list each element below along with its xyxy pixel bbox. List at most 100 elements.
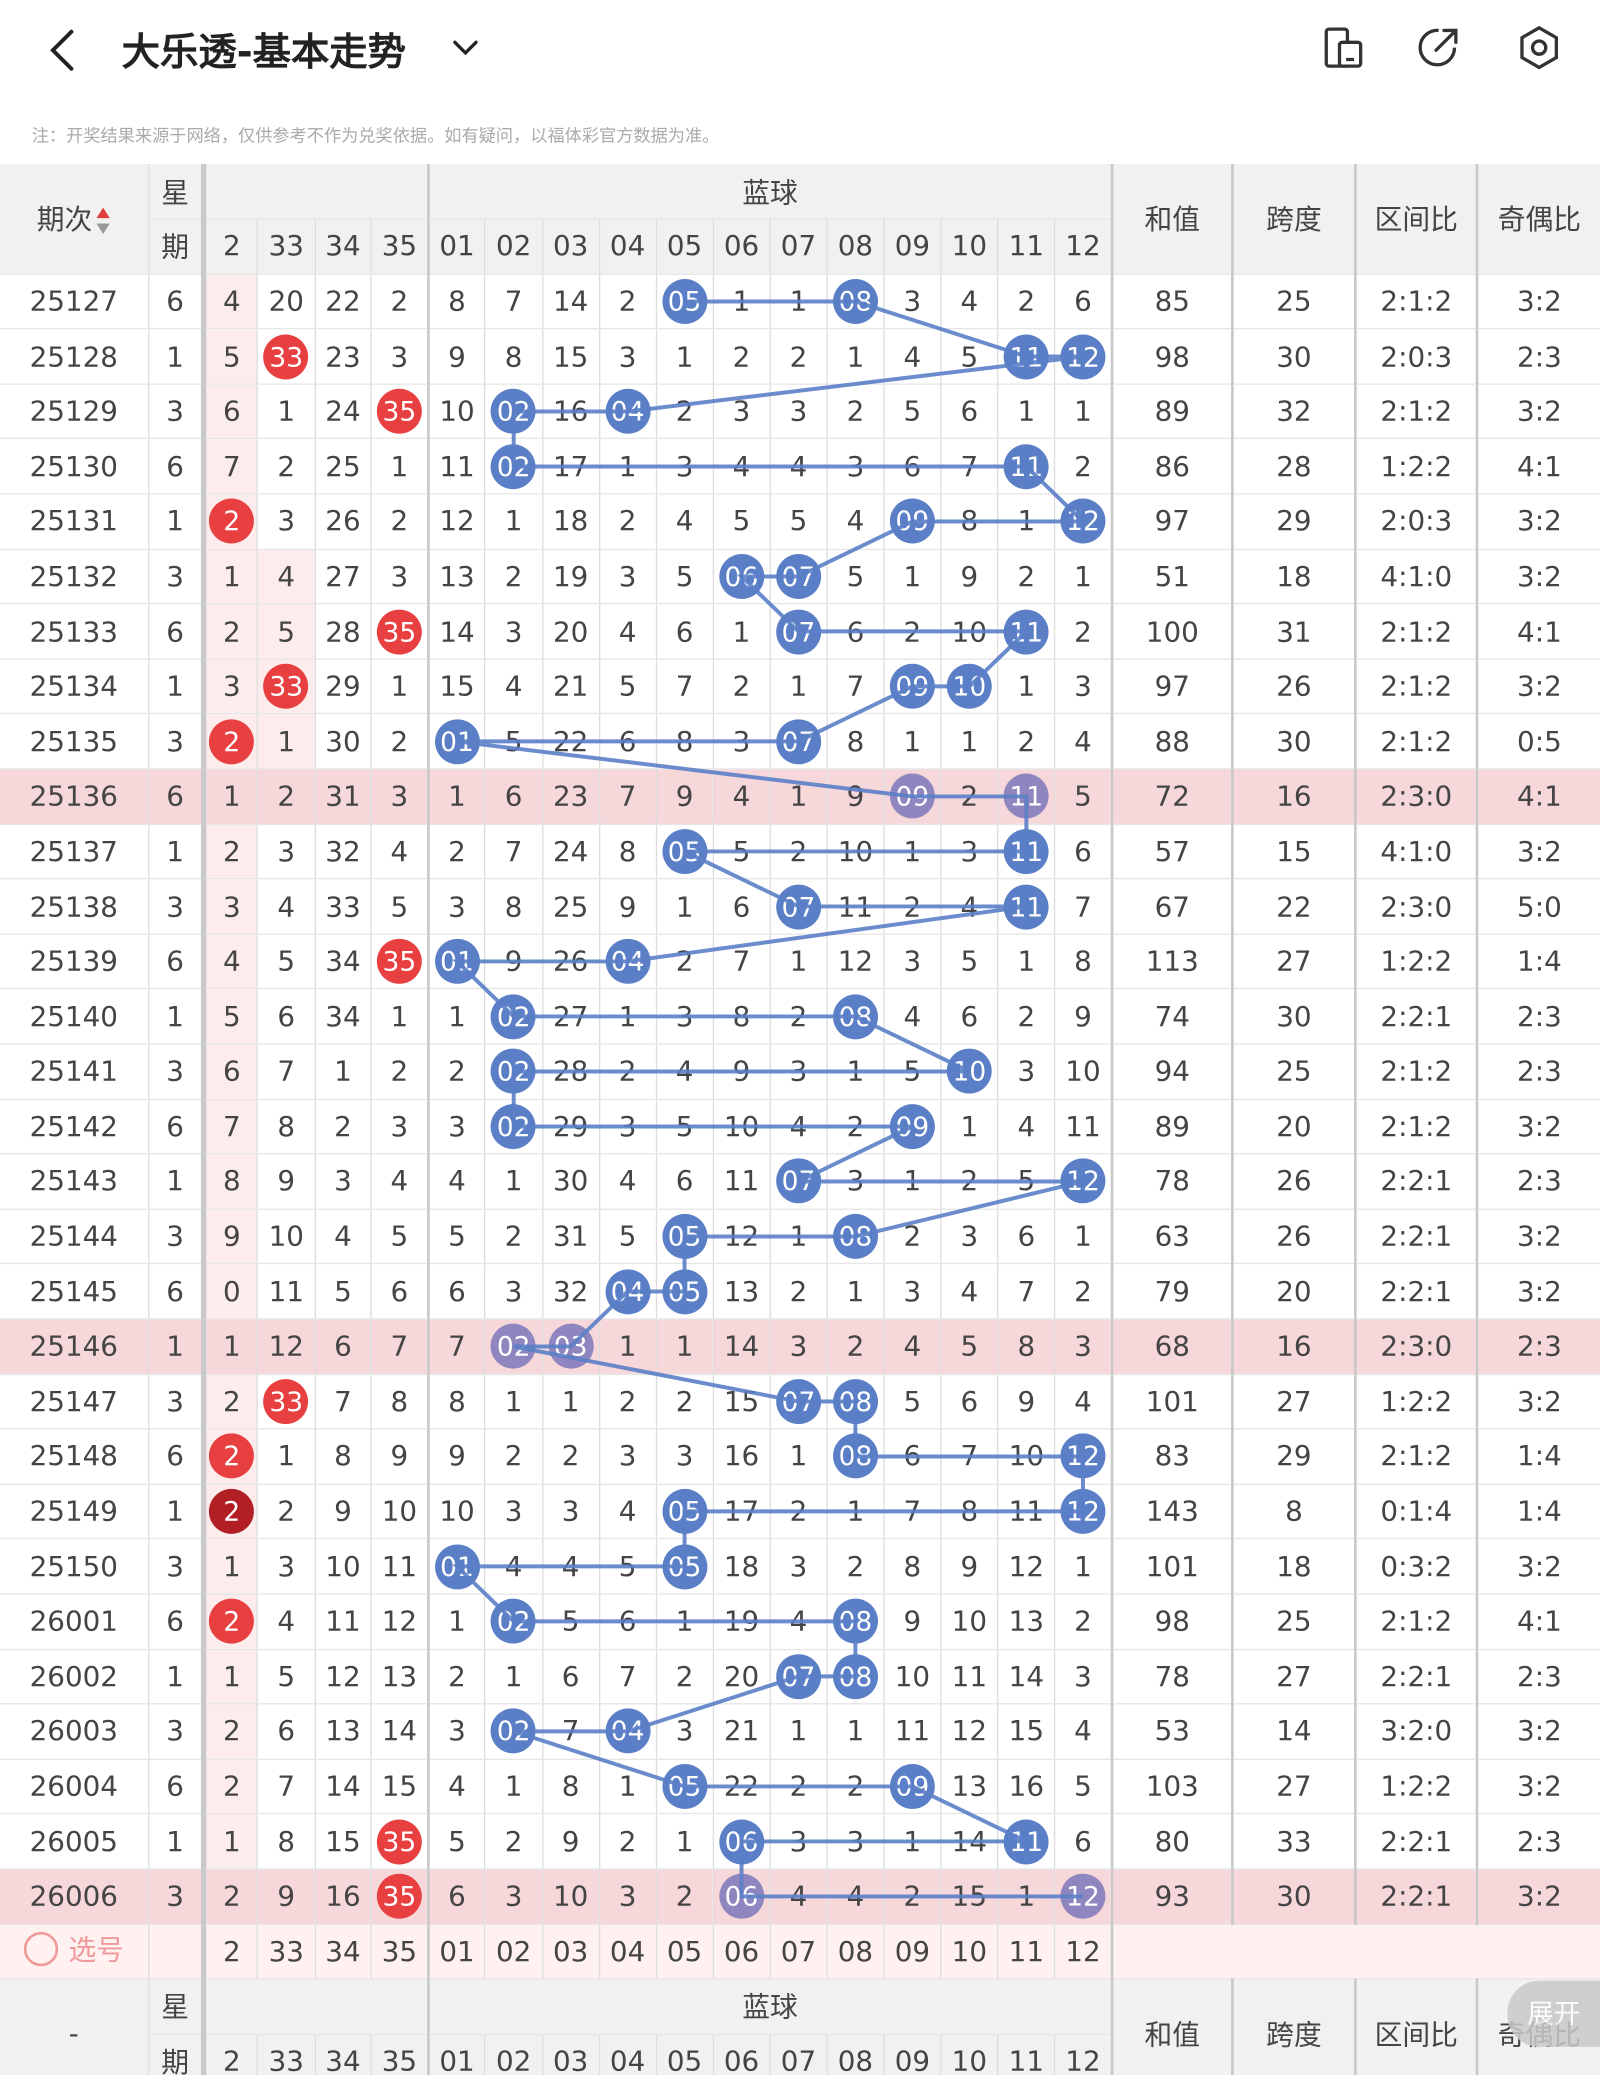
- pick-front-number[interactable]: 33: [257, 1923, 316, 1980]
- blue-miss-cell: 7: [826, 658, 885, 715]
- front-ball-cell: 2: [205, 1593, 259, 1650]
- pick-blue-number[interactable]: 08: [826, 1923, 885, 1980]
- front-miss-cell: 3: [205, 658, 259, 715]
- layout-toggle-icon[interactable]: [1317, 21, 1370, 74]
- front-miss-cell: 8: [314, 1428, 372, 1485]
- pick-blue-number[interactable]: 01: [428, 1923, 486, 1980]
- table-row[interactable]: 25137 1 2 3 32 4 2 7 24 8 05 5 2 10 1 3 11 6 57 15 4:1:0 3:2: [0, 823, 1600, 880]
- blue-miss-cell: 26: [542, 933, 600, 990]
- blue-miss-cell: 9: [940, 548, 999, 605]
- blue-miss-cell: 7: [542, 1703, 600, 1760]
- table-row[interactable]: 26005 1 1 8 15 35 5 2 9 2 1 06 3 3 1 14 11 6 80 33 2:2:1 2:3: [0, 1813, 1600, 1870]
- chevron-down-icon[interactable]: [447, 29, 484, 66]
- table-row[interactable]: 25141 3 6 7 1 2 2 02 28 2 4 9 3 1 5 10 3 10 94 25 2:1:2 2:3: [0, 1043, 1600, 1100]
- pick-front-number[interactable]: 35: [371, 1923, 430, 1980]
- blue-miss-cell: 14: [428, 603, 486, 660]
- table-row[interactable]: 25131 1 2 3 26 2 12 1 18 2 4 5 5 4 09 8 1 12 97 29 2:0:3 3:2: [0, 493, 1600, 550]
- pick-blue-number[interactable]: 10: [940, 1923, 999, 1980]
- table-row[interactable]: 25136 6 1 2 31 3 1 6 23 7 9 4 1 9 09 2 11 5 72 16 2:3:0 4:1: [0, 768, 1600, 825]
- period-cell: 25138: [0, 878, 149, 935]
- pick-row[interactable]: 选号 2 33 34 35 01 02 03 04 05 06 07 08 09 10 11 12: [0, 1923, 1600, 1980]
- table-row[interactable]: 25139 6 4 5 34 35 01 9 26 04 2 7 1 12 3 5 1 8 113 27 1:2:2 1:…: [0, 933, 1600, 990]
- blue-miss-cell: 4: [1054, 713, 1114, 770]
- zone-ratio-cell: 2:2:1: [1355, 988, 1479, 1045]
- blue-miss-cell: 1: [713, 603, 771, 660]
- pick-blue-number[interactable]: 09: [883, 1923, 942, 1980]
- span-cell: 30: [1232, 713, 1357, 770]
- table-row[interactable]: 25138 3 3 4 33 5 3 8 25 9 1 6 07 11 2 4 11 7 67 22 2:3:0 5:0: [0, 878, 1600, 935]
- odd-even-cell: 3:2: [1477, 1868, 1600, 1925]
- blue-miss-cell: 8: [428, 273, 486, 330]
- table-row[interactable]: 26002 1 1 5 12 13 2 1 6 7 2 20 07 08 10 11 14 3 78 27 2:2:1 2…: [0, 1648, 1600, 1705]
- pick-blue-number[interactable]: 12: [1054, 1923, 1114, 1980]
- back-arrow-icon[interactable]: [37, 24, 90, 77]
- expand-button[interactable]: 展开: [1507, 1980, 1600, 2047]
- blue-miss-cell: 11: [997, 1483, 1056, 1540]
- front-miss-cell: 10: [257, 1208, 316, 1265]
- table-row[interactable]: 25146 1 1 12 6 7 7 02 03 1 1 14 3 2 4 5 8 3 68 16 2:3:0 2:3: [0, 1318, 1600, 1375]
- table-row[interactable]: 25140 1 5 6 34 1 1 02 27 1 3 8 2 08 4 6 2 9 74 30 2:2:1 2:3: [0, 988, 1600, 1045]
- blue-miss-cell: 16: [542, 383, 600, 440]
- pick-blue-number[interactable]: 07: [769, 1923, 828, 1980]
- blue-miss-cell: 13: [428, 548, 486, 605]
- blue-miss-cell: 11: [940, 1648, 999, 1705]
- trend-table: 期次星蓝球 和值 跨度 区间比 奇偶比期 2 33 34 35 01 02 03 04 05 06 07 08 0…: [0, 163, 1600, 2075]
- blue-ball-cell: 09: [883, 658, 942, 715]
- period-cell: 25149: [0, 1483, 149, 1540]
- period-cell: 26003: [0, 1703, 149, 1760]
- pick-blue-number[interactable]: 04: [599, 1923, 657, 1980]
- table-row[interactable]: 25145 6 0 11 5 6 6 3 32 04 05 13 2 1 3 4 7 2 79 20 2:2:1 3:2: [0, 1263, 1600, 1320]
- front-miss-cell: 6: [205, 1043, 259, 1100]
- front-miss-cell: 4: [257, 1593, 316, 1650]
- table-row[interactable]: 26003 3 2 6 13 14 3 02 7 04 3 21 1 1 11 12 15 4 53 14 3:2:0 3…: [0, 1703, 1600, 1760]
- table-row[interactable]: 25149 1 2 2 9 10 10 3 3 4 05 17 2 1 7 8 11 12 143 8 0:1:4 1:4: [0, 1483, 1600, 1540]
- table-row[interactable]: 25147 3 2 33 7 8 8 1 1 2 2 15 07 08 5 6 9 4 101 27 1:2:2 3:2: [0, 1373, 1600, 1430]
- table-row[interactable]: 25127 6 4 20 22 2 8 7 14 2 05 1 1 08 3 4 2 6 85 25 2:1:2 3:2: [0, 273, 1600, 330]
- span-cell: 27: [1232, 1373, 1357, 1430]
- table-row[interactable]: 25144 3 9 10 4 5 5 2 31 5 05 12 1 08 2 3 6 1 63 26 2:2:1 3:2: [0, 1208, 1600, 1265]
- table-row[interactable]: 25150 3 1 3 10 11 01 4 4 5 05 18 3 2 8 9 12 1 101 18 0:3:2 3:…: [0, 1538, 1600, 1595]
- pick-blue-number[interactable]: 11: [997, 1923, 1056, 1980]
- table-row[interactable]: 26006 3 2 9 16 35 6 3 10 3 2 06 4 4 2 15 1 12 93 30 2:2:1 3:2: [0, 1868, 1600, 1925]
- blue-ball: 12: [1060, 1488, 1106, 1534]
- table-row[interactable]: 25134 1 3 33 29 1 15 4 21 5 7 2 1 7 09 10 1 3 97 26 2:1:2 3:2: [0, 658, 1600, 715]
- table-row[interactable]: 25129 3 6 1 24 35 10 02 16 04 2 3 3 2 5 6 1 1 89 32 2:1:2 3:2: [0, 383, 1600, 440]
- blue-miss-cell: 2: [485, 548, 543, 605]
- table-row[interactable]: 25143 1 8 9 3 4 4 1 30 4 6 11 07 3 1 2 5 12 78 26 2:2:1 2:3: [0, 1153, 1600, 1210]
- blue-miss-cell: 5: [656, 1098, 714, 1155]
- sort-icon[interactable]: [95, 207, 111, 236]
- settings-icon[interactable]: [1513, 21, 1566, 74]
- pick-front-number[interactable]: 34: [314, 1923, 372, 1980]
- pick-front-number[interactable]: 2: [205, 1923, 259, 1980]
- blue-ball: 01: [434, 718, 480, 764]
- page-title[interactable]: 大乐透-基本走势: [121, 29, 407, 75]
- sum-cell: 83: [1111, 1428, 1235, 1485]
- table-row[interactable]: 25130 6 7 2 25 1 11 02 17 1 3 4 4 3 6 7 11 2 86 28 1:2:2 4:1: [0, 438, 1600, 495]
- share-icon[interactable]: [1412, 21, 1465, 74]
- pick-blue-number[interactable]: 05: [656, 1923, 714, 1980]
- table-row[interactable]: 25133 6 2 5 28 35 14 3 20 4 6 1 07 6 2 10 11 2 100 31 2:1:2 4…: [0, 603, 1600, 660]
- bottom-period-header[interactable]: -: [0, 1978, 149, 2075]
- front-miss-cell: 8: [371, 1373, 430, 1430]
- pick-blue-number[interactable]: 06: [713, 1923, 771, 1980]
- blue-ball: 10: [946, 1048, 992, 1094]
- blue-miss-cell: 1: [1054, 1208, 1114, 1265]
- table-row[interactable]: 26004 6 2 7 14 15 4 1 8 1 05 22 2 2 09 13 16 5 103 27 1:2:2 3…: [0, 1758, 1600, 1815]
- table-row[interactable]: 26001 6 2 4 11 12 1 02 5 6 1 19 4 08 9 10 13 2 98 25 2:1:2 4:…: [0, 1593, 1600, 1650]
- table-row[interactable]: 25142 6 7 8 2 3 3 02 29 3 5 10 4 2 09 1 4 11 89 20 2:1:2 3:2: [0, 1098, 1600, 1155]
- pick-blue-number[interactable]: 02: [485, 1923, 543, 1980]
- blue-miss-cell: 8: [485, 328, 543, 385]
- table-row[interactable]: 25135 3 2 1 30 2 01 5 22 6 8 3 07 8 1 1 2 4 88 30 2:1:2 0:5: [0, 713, 1600, 770]
- table-row[interactable]: 25148 6 2 1 8 9 9 2 2 3 3 16 1 08 6 7 10 12 83 29 2:1:2 1:4: [0, 1428, 1600, 1485]
- span-cell: 14: [1232, 1703, 1357, 1760]
- front-miss-cell: 0: [205, 1263, 259, 1320]
- blue-miss-cell: 2: [485, 1208, 543, 1265]
- table-row[interactable]: 25132 3 1 4 27 3 13 2 19 3 5 06 07 5 1 9 2 1 51 18 4:1:0 3:2: [0, 548, 1600, 605]
- front-miss-cell: 28: [314, 603, 372, 660]
- pick-blue-number[interactable]: 03: [542, 1923, 600, 1980]
- table-row[interactable]: 25128 1 5 33 23 3 9 8 15 3 1 2 2 1 4 5 11 12 98 30 2:0:3 2:3: [0, 328, 1600, 385]
- pick-toggle[interactable]: 选号: [0, 1923, 149, 1980]
- weekday-cell: 1: [148, 1813, 204, 1870]
- radio-circle-icon[interactable]: [23, 1932, 58, 1967]
- top-period-header[interactable]: 期次: [0, 163, 149, 275]
